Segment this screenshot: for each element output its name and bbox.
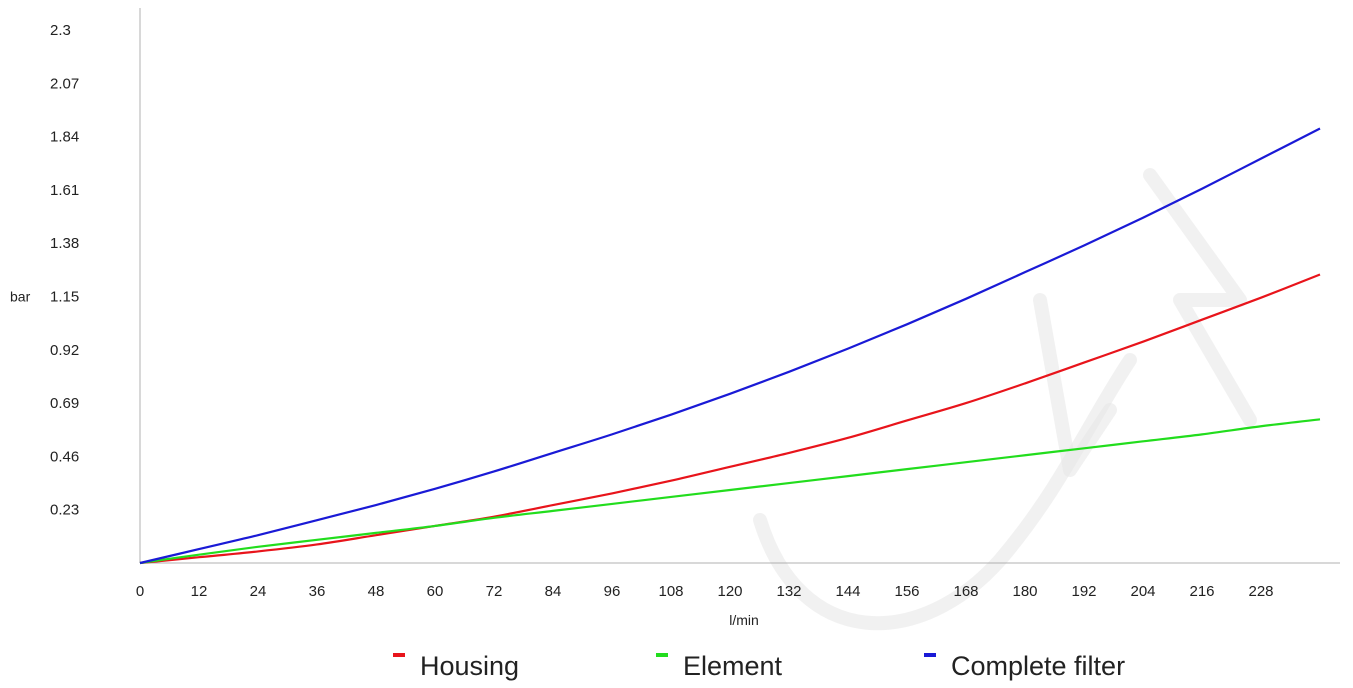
x-tick-label: 132: [776, 583, 801, 600]
x-tick-label: 108: [658, 583, 683, 600]
x-tick-label: 192: [1071, 583, 1096, 600]
y-tick-label: 0.69: [50, 395, 79, 412]
legend: Housing Element Complete filter: [393, 651, 1125, 681]
y-tick-labels: 0.23 0.46 0.69 0.92 1.15 1.38 1.61 1.84 2.07 2.3: [50, 22, 79, 519]
x-tick-label: 168: [953, 583, 978, 600]
x-tick-label: 180: [1012, 583, 1037, 600]
x-axis-title: l/min: [729, 612, 759, 628]
y-tick-label: 1.15: [50, 289, 79, 306]
y-tick-label: 0.46: [50, 448, 79, 465]
x-tick-label: 156: [894, 583, 919, 600]
legend-swatch: [656, 653, 668, 657]
x-tick-label: 228: [1248, 583, 1273, 600]
y-tick-label: 1.38: [50, 235, 79, 252]
legend-label: Complete filter: [951, 651, 1125, 681]
x-tick-label: 24: [250, 583, 267, 600]
watermark-logo: [753, 168, 1257, 631]
y-tick-label: 1.61: [50, 182, 79, 199]
legend-swatch: [924, 653, 936, 657]
y-tick-label: 2.3: [50, 22, 71, 39]
x-tick-label: 12: [191, 583, 208, 600]
x-tick-label: 144: [835, 583, 860, 600]
y-tick-label: 1.84: [50, 129, 79, 146]
legend-swatch: [393, 653, 405, 657]
y-tick-label: 2.07: [50, 75, 79, 92]
x-tick-label: 36: [309, 583, 326, 600]
y-tick-label: 0.92: [50, 342, 79, 359]
x-tick-label: 84: [545, 583, 562, 600]
axes: [139, 8, 1340, 564]
legend-label: Housing: [420, 651, 519, 681]
x-tick-label: 72: [486, 583, 503, 600]
y-tick-label: 0.23: [50, 502, 79, 519]
x-tick-label: 204: [1130, 583, 1155, 600]
x-tick-label: 96: [604, 583, 621, 600]
x-tick-label: 60: [427, 583, 444, 600]
x-tick-label: 120: [717, 583, 742, 600]
x-tick-label: 216: [1189, 583, 1214, 600]
x-tick-labels: 0 12 24 36 48 60 72 84 96 108 120 132 144 156 168 180 19…: [136, 583, 1274, 600]
legend-label: Element: [683, 651, 783, 681]
series-line-complete-filter: [139, 127, 1321, 565]
x-tick-label: 48: [368, 583, 385, 600]
series-line-housing: [139, 273, 1321, 565]
series-lines: [139, 127, 1321, 565]
series-line-element: [139, 418, 1321, 565]
x-tick-label: 0: [136, 583, 144, 600]
y-axis-title: bar: [10, 289, 31, 305]
